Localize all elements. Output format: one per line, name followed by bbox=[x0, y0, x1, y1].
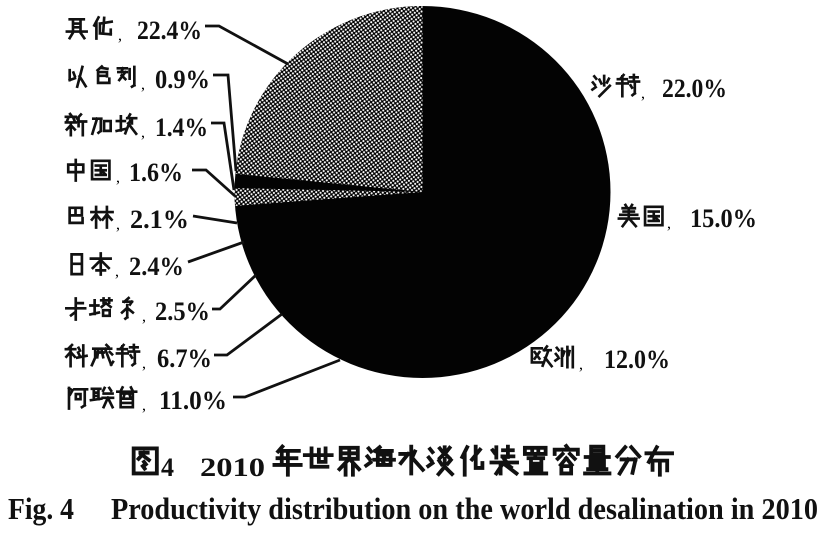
svg-text:,: , bbox=[116, 169, 120, 186]
svg-text:,: , bbox=[142, 397, 146, 414]
svg-text:2010: 2010 bbox=[200, 453, 265, 482]
svg-text:,: , bbox=[141, 76, 145, 93]
svg-text:12.0%: 12.0% bbox=[604, 345, 670, 374]
svg-text:Productivity distribution on t: Productivity distribution on the world d… bbox=[111, 491, 818, 526]
svg-text:2.1%: 2.1% bbox=[130, 205, 189, 234]
svg-text:,: , bbox=[118, 27, 122, 44]
svg-text:,: , bbox=[141, 124, 145, 141]
svg-text:,: , bbox=[641, 85, 645, 102]
svg-text:,: , bbox=[116, 216, 120, 233]
svg-text:,: , bbox=[667, 215, 671, 232]
svg-text:Fig. 4: Fig. 4 bbox=[8, 491, 74, 526]
svg-text:11.0%: 11.0% bbox=[159, 386, 227, 415]
svg-text:6.7%: 6.7% bbox=[157, 344, 212, 373]
svg-text:,: , bbox=[142, 355, 146, 372]
svg-text:,: , bbox=[579, 356, 583, 373]
svg-text:1.4%: 1.4% bbox=[155, 113, 208, 142]
svg-text:2.5%: 2.5% bbox=[155, 297, 210, 326]
svg-text:4: 4 bbox=[161, 453, 174, 482]
svg-text:22.4%: 22.4% bbox=[137, 16, 202, 45]
svg-text:,: , bbox=[142, 308, 146, 325]
svg-text:1.6%: 1.6% bbox=[129, 158, 183, 187]
svg-text:15.0%: 15.0% bbox=[690, 204, 757, 233]
svg-text:2.4%: 2.4% bbox=[129, 252, 184, 281]
svg-text:,: , bbox=[115, 263, 119, 280]
svg-text:22.0%: 22.0% bbox=[662, 74, 727, 103]
svg-text:0.9%: 0.9% bbox=[155, 65, 210, 94]
